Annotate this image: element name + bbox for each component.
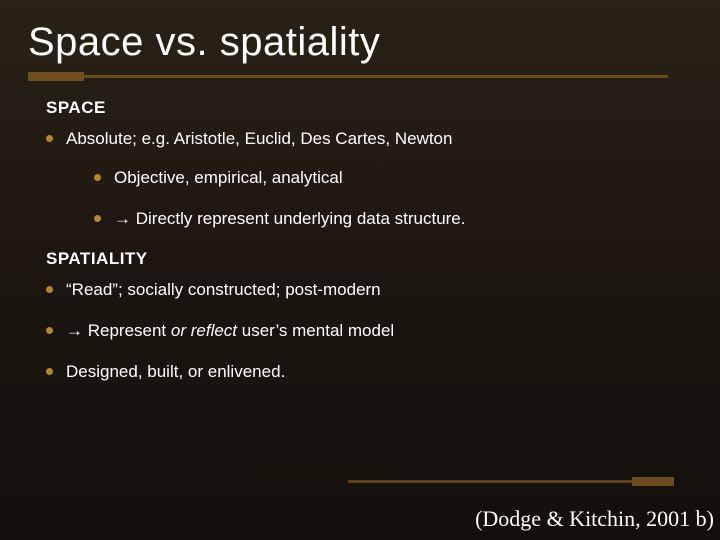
title-region: Space vs. spatiality — [0, 0, 720, 78]
footer-underline-stub — [632, 477, 674, 486]
bullet-text: “Read”; socially constructed; post-moder… — [66, 280, 381, 299]
list-item: → Represent or reflect user’s mental mod… — [46, 320, 680, 343]
bullet-list-space-sub: Objective, empirical, analytical → Direc… — [94, 167, 680, 231]
bullet-text: Designed, built, or enlivened. — [66, 362, 285, 381]
bullet-list-space: Absolute; e.g. Aristotle, Euclid, Des Ca… — [46, 128, 680, 231]
arrow-icon: → — [114, 209, 131, 228]
list-item: Absolute; e.g. Aristotle, Euclid, Des Ca… — [46, 128, 680, 231]
list-item: “Read”; socially constructed; post-moder… — [46, 279, 680, 302]
bullet-text: Absolute; e.g. Aristotle, Euclid, Des Ca… — [66, 129, 452, 148]
title-underline-stub — [28, 72, 84, 81]
bullet-text: Directly represent underlying data struc… — [131, 209, 466, 228]
arrow-icon: → — [66, 321, 83, 340]
list-item: → Directly represent underlying data str… — [94, 208, 680, 231]
citation: (Dodge & Kitchin, 2001 b) — [475, 506, 714, 532]
bullet-text: Represent or reflect user’s mental model — [83, 321, 394, 340]
list-item: Designed, built, or enlivened. — [46, 361, 680, 384]
bullet-list-spatiality: “Read”; socially constructed; post-moder… — [46, 279, 680, 384]
title-underline — [28, 75, 668, 78]
slide-body: SPACE Absolute; e.g. Aristotle, Euclid, … — [0, 78, 720, 384]
bullet-text: Objective, empirical, analytical — [114, 168, 343, 187]
footer-underline — [348, 480, 674, 483]
slide: Space vs. spatiality SPACE Absolute; e.g… — [0, 0, 720, 540]
section-heading-space: SPACE — [46, 98, 680, 118]
section-heading-spatiality: SPATIALITY — [46, 249, 680, 269]
list-item: Objective, empirical, analytical — [94, 167, 680, 190]
slide-title: Space vs. spatiality — [28, 20, 720, 65]
